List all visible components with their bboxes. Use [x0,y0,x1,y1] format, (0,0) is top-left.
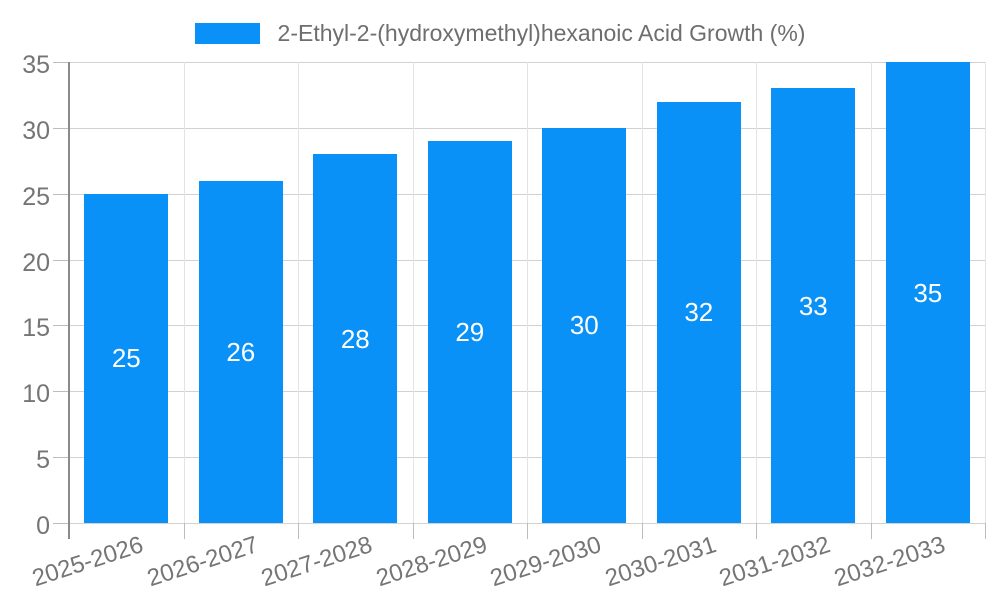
bar-value-label: 32 [684,297,714,328]
vertical-gridline [756,62,757,523]
bar-value-label: 29 [455,317,485,347]
y-axis-tick-label: 15 [22,314,50,342]
bar[interactable]: 25 [84,193,169,523]
bar-value-label: 35 [913,277,943,308]
bar[interactable]: 26 [198,180,283,523]
bar[interactable]: 29 [427,141,512,523]
vertical-gridline [298,62,299,523]
bar[interactable]: 32 [656,101,741,523]
vertical-gridline [871,62,872,523]
legend-swatch [194,22,260,44]
x-axis-tick-label: 2028-2029 [372,531,491,593]
x-axis-tick-mark [642,523,643,539]
bar[interactable]: 35 [885,62,970,523]
x-axis-tick-label: 2032-2033 [830,531,949,593]
bar[interactable]: 30 [542,127,627,523]
x-axis-tick-mark [871,523,872,539]
vertical-gridline [413,62,414,523]
x-axis-tick-mark [413,523,414,539]
legend-series-label: 2-Ethyl-2-(hydroxymethyl)hexanoic Acid G… [277,19,806,46]
vertical-gridline [642,62,643,523]
x-axis-tick-label: 2025-2026 [29,531,147,593]
y-axis-tick-label: 35 [22,51,50,79]
x-axis-tick-label: 2031-2032 [716,531,834,593]
y-axis-tick-label: 0 [36,512,50,540]
y-axis-tick-mark [53,260,69,261]
bar-value-label: 25 [111,343,141,374]
vertical-gridline [527,62,528,523]
y-axis-tick-label: 10 [22,380,50,408]
bar-value-label: 26 [226,336,256,367]
chart-legend[interactable]: 2-Ethyl-2-(hydroxymethyl)hexanoic Acid G… [0,16,1000,50]
y-axis-tick-label: 25 [22,183,50,211]
x-axis-tick-label: 2027-2028 [258,531,376,593]
x-axis-tick-label: 2026-2027 [143,531,262,593]
y-axis-tick-mark [53,391,69,392]
y-axis-tick-label: 20 [22,249,50,277]
x-axis-tick-mark [756,523,757,539]
bar[interactable]: 33 [771,88,856,523]
x-axis-tick-mark [985,523,986,539]
x-axis-tick-label: 2029-2030 [487,531,605,593]
y-axis-tick-mark [53,523,69,524]
y-axis-line [68,62,70,539]
y-axis-tick-mark [53,62,69,63]
bar-value-label: 30 [569,310,599,341]
vertical-gridline [184,62,185,523]
y-axis-tick-mark [53,194,69,195]
x-axis-tick-mark [298,523,299,539]
x-axis-tick-mark [184,523,185,539]
bar-value-label: 33 [798,290,828,321]
y-axis-tick-mark [53,128,69,129]
bar-value-label: 28 [340,323,370,354]
x-axis-tick-label: 2030-2031 [601,531,720,593]
y-axis-tick-label: 5 [36,446,50,474]
y-axis-tick-mark [53,325,69,326]
vertical-gridline [985,62,986,523]
bar[interactable]: 28 [313,154,398,523]
x-axis-tick-mark [527,523,528,539]
y-axis-tick-mark [53,457,69,458]
y-axis-tick-label: 30 [22,117,50,145]
